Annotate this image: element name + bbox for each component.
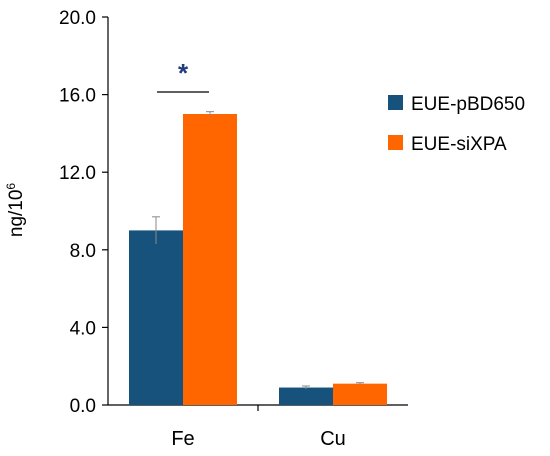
bar (183, 114, 237, 405)
significance-annotation: * (157, 58, 209, 93)
y-tick-label: 4.0 (70, 318, 96, 339)
y-tick-label: 16.0 (59, 86, 96, 107)
bar (279, 387, 333, 405)
y-tick-label: 12.0 (59, 163, 96, 184)
legend-label: EUE-siXPA (411, 134, 507, 155)
y-tick-label: 8.0 (70, 241, 96, 262)
legend-swatch (388, 95, 403, 110)
y-axis-label: ng/106 (4, 183, 27, 238)
significance-star: * (178, 58, 189, 88)
category-label: Fe (171, 428, 194, 450)
category-label: Cu (320, 428, 346, 450)
y-tick-label: 20.0 (59, 8, 96, 29)
legend-swatch (388, 135, 403, 150)
legend: EUE-pBD650 EUE-siXPA (388, 94, 525, 155)
bar (333, 383, 387, 405)
y-tick-label: 0.0 (70, 396, 96, 417)
bars (129, 114, 387, 405)
bar (129, 230, 183, 405)
error-bars (152, 111, 364, 390)
category-labels: Fe Cu (171, 428, 345, 450)
legend-label: EUE-pBD650 (411, 94, 525, 115)
